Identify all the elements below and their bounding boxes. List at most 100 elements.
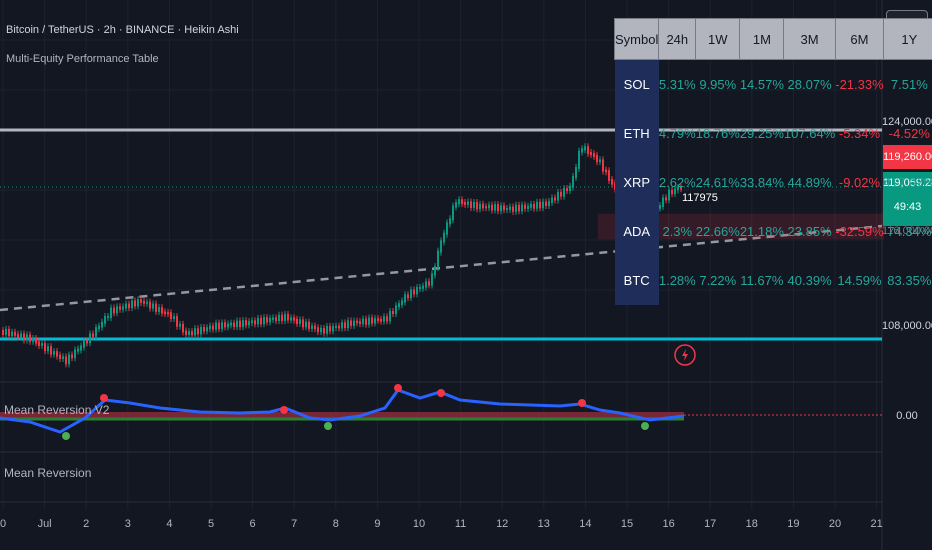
candle-body — [74, 349, 76, 359]
candle-body — [50, 346, 52, 355]
value-cell: -9.02% — [838, 175, 881, 190]
candle-body — [575, 166, 577, 178]
value-cell: 7.51% — [890, 77, 928, 92]
time-tick-label: 15 — [620, 518, 634, 530]
candle-body — [179, 323, 181, 327]
candle-body — [506, 207, 508, 211]
value-cell: 22.66% — [695, 224, 740, 239]
chart-title: Bitcoin / TetherUS · 2h · BINANCE · Heik… — [6, 24, 239, 36]
candle-body — [503, 205, 505, 211]
candle-body — [230, 322, 232, 326]
candle-body — [590, 152, 592, 156]
candle-body — [392, 310, 394, 314]
time-tick-label: 19 — [787, 518, 800, 530]
candle-body — [188, 331, 190, 336]
crosshair-value: 117975 — [680, 192, 720, 204]
time-tick-label: 16 — [662, 518, 675, 530]
time-tick-label: 2 — [83, 518, 90, 530]
candle-body — [290, 317, 292, 321]
candle-body — [374, 318, 376, 324]
candle-body — [455, 202, 457, 208]
time-tick-label: 3 — [124, 518, 131, 530]
candle-body — [197, 328, 199, 335]
price-label-top: 124,000.00 — [882, 116, 932, 128]
candle-body — [5, 328, 7, 335]
candle-body — [521, 204, 523, 212]
candle-body — [494, 204, 496, 211]
symbol-cell: SOL — [614, 59, 659, 109]
candle-body — [98, 325, 100, 330]
indicator-title: Multi-Equity Performance Table — [6, 53, 159, 65]
time-tick-label: 13 — [537, 518, 550, 530]
candle-body — [215, 322, 217, 330]
osc-signal-marker — [641, 422, 649, 430]
value-cell: 23.85% — [787, 224, 832, 239]
value-cell: -21.33% — [835, 77, 884, 92]
candle-body — [572, 175, 574, 188]
candle-body — [413, 289, 415, 295]
candle-body — [398, 303, 400, 308]
candle-body — [416, 287, 418, 295]
candle-body — [110, 307, 112, 318]
candle-body — [434, 266, 436, 276]
candle-body — [146, 301, 148, 304]
candle-body — [23, 333, 25, 341]
candle-body — [116, 306, 118, 314]
candle-body — [425, 281, 427, 288]
candle-body — [578, 150, 580, 169]
candle-body — [365, 318, 367, 325]
candle-body — [242, 320, 244, 328]
candle-body — [533, 203, 535, 209]
candle-body — [527, 205, 529, 209]
symbol-cell: XRP — [614, 158, 659, 207]
candle-body — [569, 185, 571, 191]
candle-body — [671, 189, 673, 195]
candle-body — [293, 317, 295, 321]
candle-body — [491, 204, 493, 211]
candle-body — [224, 322, 226, 328]
value-cell: -4.52% — [888, 126, 930, 141]
candle-body — [227, 323, 229, 328]
time-tick-label: 0 — [0, 518, 7, 530]
candle-body — [182, 323, 184, 333]
candle-body — [470, 201, 472, 208]
candle-body — [47, 346, 49, 352]
value-cell: 24.61% — [695, 175, 740, 190]
value-cell: -32.59% — [835, 224, 884, 239]
candle-body — [158, 307, 160, 312]
candle-body — [44, 343, 46, 352]
bottom-pane-label[interactable]: Mean Reversion — [4, 466, 92, 480]
candle-body — [668, 189, 670, 201]
candle-body — [680, 187, 682, 190]
time-tick-label: 7 — [291, 518, 298, 530]
candle-body — [383, 316, 385, 322]
candle-body — [596, 154, 598, 163]
candle-body — [677, 187, 679, 191]
candle-body — [449, 218, 451, 225]
candle-body — [341, 322, 343, 329]
candle-body — [260, 317, 262, 325]
osc-band-upper — [0, 412, 684, 418]
candle-body — [422, 285, 424, 289]
time-tick-label: 17 — [704, 518, 717, 530]
lightning-icon — [674, 344, 696, 366]
time-tick-label: 5 — [207, 518, 215, 530]
candle-body — [311, 325, 313, 329]
candle-body — [62, 356, 64, 359]
time-tick-label: 4 — [166, 518, 173, 530]
candle-body — [464, 202, 466, 205]
candle-body — [437, 250, 439, 269]
candle-body — [380, 318, 382, 322]
candle-body — [272, 317, 274, 320]
oscillator-pane-label[interactable]: Mean Reversion V2 — [4, 403, 110, 417]
candle-body — [467, 201, 469, 205]
value-cell: 11.67% — [740, 273, 784, 288]
candle-body — [395, 305, 397, 314]
candle-body — [212, 325, 214, 330]
table-row: ETH 4.79% 18.76% 29.25% 107.64% -5.34% -4.52% — [614, 109, 932, 158]
candle-body — [56, 351, 58, 357]
time-tick-label: Jul — [37, 518, 52, 530]
candle-body — [266, 317, 268, 323]
candle-body — [308, 321, 310, 329]
candle-body — [161, 307, 163, 314]
